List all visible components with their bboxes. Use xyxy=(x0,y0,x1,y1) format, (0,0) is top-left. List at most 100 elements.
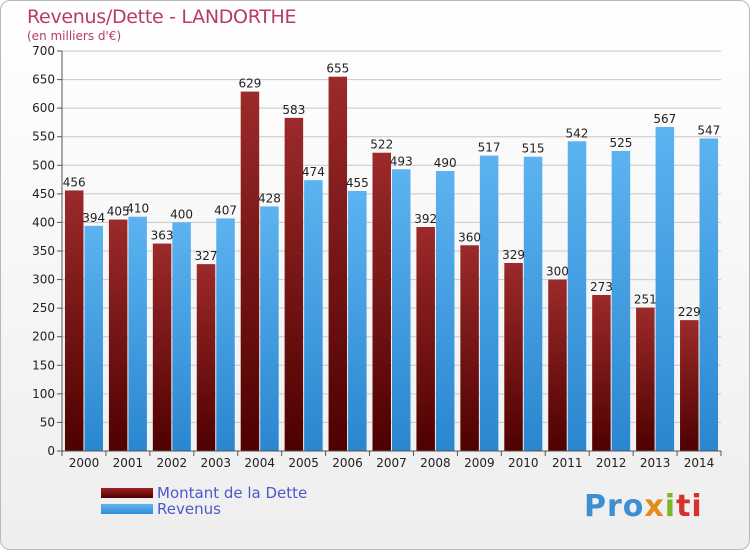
data-label-debt: 360 xyxy=(458,230,481,244)
bars-layer xyxy=(64,76,719,452)
data-label-debt: 629 xyxy=(238,77,261,91)
x-tick-label: 2002 xyxy=(157,456,188,470)
y-tick-label: 250 xyxy=(32,301,55,315)
legend-label-revenue: Revenus xyxy=(157,500,221,518)
x-tick-label: 2011 xyxy=(552,456,583,470)
data-label-debt: 522 xyxy=(370,138,393,152)
y-tick-label: 50 xyxy=(40,415,55,429)
legend-swatch-revenue xyxy=(101,504,153,514)
data-label-debt: 583 xyxy=(282,103,305,117)
bar-debt xyxy=(372,152,391,451)
bar-revenue xyxy=(84,225,103,451)
bar-debt xyxy=(636,307,655,451)
y-tick-label: 300 xyxy=(32,273,55,287)
y-tick-label: 550 xyxy=(32,130,55,144)
y-tick-label: 650 xyxy=(32,73,55,87)
bar-revenue xyxy=(172,222,191,451)
legend-label-debt: Montant de la Dette xyxy=(157,484,308,502)
bar-revenue xyxy=(435,171,455,451)
x-tick-label: 2009 xyxy=(464,456,495,470)
bar-debt xyxy=(284,117,304,451)
logo-part-3: i xyxy=(664,489,677,524)
bar-debt xyxy=(680,320,699,451)
logo-part-4: ti xyxy=(676,489,703,524)
x-tick-label: 2007 xyxy=(376,456,407,470)
data-label-revenue: 394 xyxy=(82,211,105,225)
chart-subtitle: (en milliers d'€) xyxy=(27,29,122,43)
y-tick-label: 400 xyxy=(32,215,55,229)
bar-revenue xyxy=(655,127,675,451)
x-tick-label: 2000 xyxy=(69,456,100,470)
data-label-debt: 655 xyxy=(326,62,349,76)
bar-debt xyxy=(460,245,479,451)
legend: Montant de la Dette Revenus xyxy=(101,484,308,518)
data-label-debt: 327 xyxy=(195,249,218,263)
legend-swatch-debt xyxy=(101,488,153,498)
data-label-revenue: 493 xyxy=(390,154,413,168)
bar-debt xyxy=(328,76,348,451)
y-tick-label: 0 xyxy=(47,444,55,458)
data-label-debt: 456 xyxy=(63,175,86,189)
x-tick-label: 2013 xyxy=(640,456,671,470)
data-label-revenue: 517 xyxy=(478,141,501,155)
data-label-revenue: 542 xyxy=(566,126,589,140)
y-tick-label: 700 xyxy=(32,44,55,58)
bar-debt xyxy=(504,263,523,451)
data-label-revenue: 400 xyxy=(170,207,193,221)
logo-part-1: Pro xyxy=(584,489,645,524)
y-tick-label: 150 xyxy=(32,358,55,372)
bar-revenue xyxy=(611,151,631,451)
bar-debt xyxy=(108,219,128,451)
data-label-debt: 405 xyxy=(107,205,130,219)
data-label-debt: 329 xyxy=(502,248,525,262)
data-label-revenue: 474 xyxy=(302,165,325,179)
axis-layer: 0 50 100 150 200 250 300 350 400 450 500 550 600 650 7… xyxy=(32,44,722,470)
y-tick-label: 350 xyxy=(32,244,55,258)
proxiti-logo: Proxiti xyxy=(584,489,703,524)
legend-item-revenue: Revenus xyxy=(101,500,307,518)
data-label-revenue: 455 xyxy=(346,176,369,190)
data-label-debt: 363 xyxy=(151,229,174,243)
x-tick-label: 2010 xyxy=(508,456,539,470)
x-tick-label: 2001 xyxy=(113,456,144,470)
bar-debt xyxy=(64,190,84,451)
data-label-debt: 229 xyxy=(678,305,701,319)
data-label-revenue: 410 xyxy=(126,202,149,216)
bar-debt xyxy=(548,279,567,451)
x-tick-label: 2008 xyxy=(420,456,451,470)
y-tick-label: 450 xyxy=(32,187,55,201)
grid-layer xyxy=(62,50,721,452)
y-tick-label: 200 xyxy=(32,330,55,344)
x-tick-label: 2005 xyxy=(288,456,319,470)
y-tick-label: 600 xyxy=(32,101,55,115)
bar-debt xyxy=(416,227,435,451)
x-tick-label: 2003 xyxy=(200,456,231,470)
bar-debt xyxy=(152,243,172,451)
logo-part-2: x xyxy=(644,489,665,524)
bar-debt xyxy=(592,295,611,451)
data-label-debt: 392 xyxy=(414,212,437,226)
x-tick-label: 2012 xyxy=(596,456,627,470)
data-label-revenue: 428 xyxy=(258,191,281,205)
bar-revenue xyxy=(216,218,235,451)
bar-debt xyxy=(240,91,260,452)
bar-revenue xyxy=(304,180,323,451)
data-label-revenue: 407 xyxy=(214,203,237,217)
bar-revenue xyxy=(128,216,147,451)
bar-revenue xyxy=(260,206,279,451)
legend-item-debt: Montant de la Dette xyxy=(101,484,308,502)
bar-revenue xyxy=(523,156,543,451)
y-tick-label: 100 xyxy=(32,387,55,401)
bar-revenue xyxy=(392,169,411,452)
x-tick-label: 2004 xyxy=(244,456,275,470)
bar-revenue xyxy=(699,138,719,451)
bar-debt xyxy=(196,264,216,451)
bar-revenue xyxy=(567,141,587,452)
data-label-revenue: 525 xyxy=(609,136,632,150)
data-label-revenue: 515 xyxy=(522,142,545,156)
chart-title: Revenus/Dette - LANDORTHE xyxy=(27,6,297,28)
data-label-debt: 251 xyxy=(634,293,657,307)
x-tick-label: 2006 xyxy=(332,456,363,470)
